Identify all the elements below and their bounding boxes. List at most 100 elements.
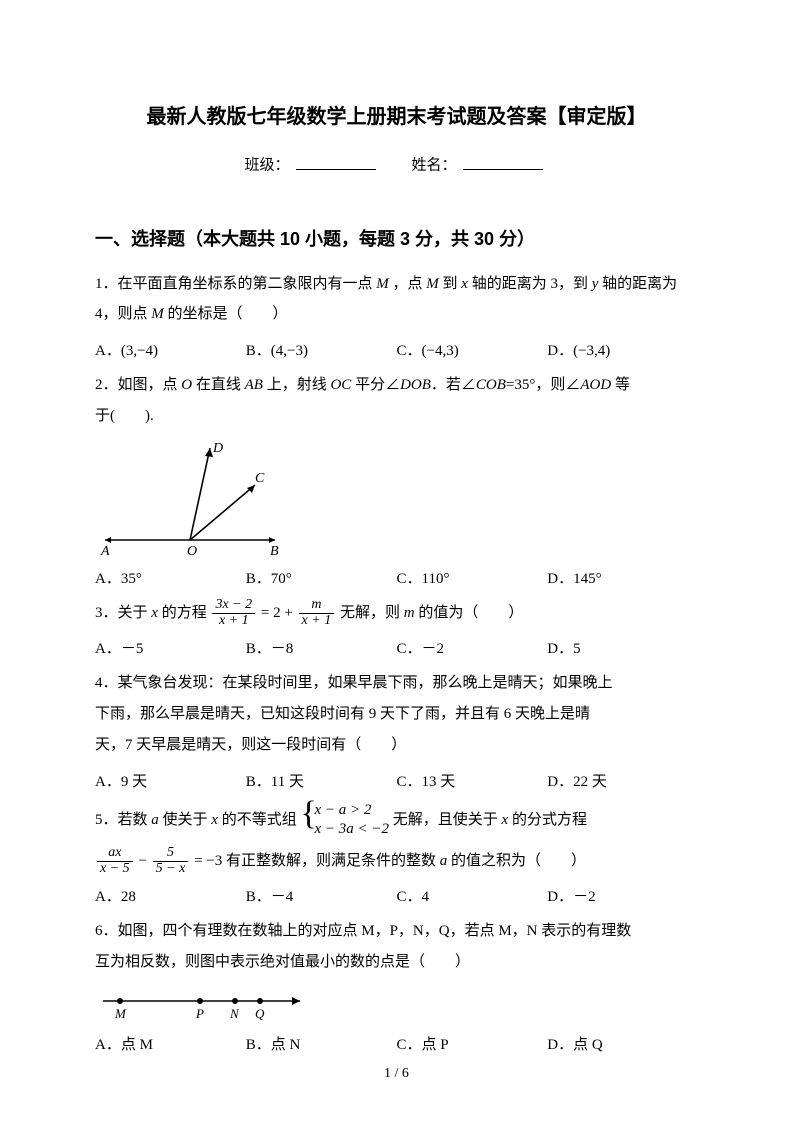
q6-opt-d[interactable]: D．点 Q [547, 1030, 698, 1060]
q2-label-B: B [270, 544, 279, 559]
q3-opt-b[interactable]: B．－8 [246, 634, 397, 664]
q6-label-Q: Q [255, 1006, 265, 1021]
q1-text: 4，则点 [95, 306, 151, 322]
q4-line3: 天，7 天早晨是晴天，则这一段时间有（ ） [95, 737, 406, 753]
q6-line2: 互为相反数，则图中表示绝对值最小的数的点是（ ） [95, 954, 470, 970]
q3-text: 的方程 [158, 605, 211, 621]
q2-opt-a[interactable]: A．35° [95, 564, 246, 594]
doc-title: 最新人教版七年级数学上册期末考试题及答案【审定版】 [95, 100, 698, 129]
page: 最新人教版七年级数学上册期末考试题及答案【审定版】 班级： 姓名： 一、选择题（… [0, 0, 793, 1122]
q5-opt-c[interactable]: C．4 [397, 882, 548, 912]
q5-tail: = −3 有正整数解，则满足条件的整数 [194, 853, 440, 869]
q3-text: 3．关于 [95, 605, 151, 621]
q5-sys-row2: x − 3a < −2 [314, 820, 389, 840]
q2-text: =35°，则∠ [506, 377, 580, 393]
q4-opt-c[interactable]: C．13 天 [397, 767, 548, 797]
q5-text: 无解，且使关于 [393, 811, 502, 827]
class-label: 班级： [244, 158, 289, 174]
question-6: 6．如图，四个有理数在数轴上的对应点 M，P，N，Q，若点 M，N 表示的有理数… [95, 916, 698, 978]
q3-text: 的值为（ ） [415, 605, 524, 621]
q2-text: ．若∠ [431, 377, 476, 393]
q6-opt-a[interactable]: A．点 M [95, 1030, 246, 1060]
question-2: 2．如图，点 O 在直线 AB 上，射线 OC 平分∠DOB．若∠COB=35°… [95, 370, 698, 432]
q3-frac1: 3x − 2x + 1 [212, 598, 255, 628]
q4-line2: 下雨，那么早晨是晴天，已知这段时间有 9 天下了雨，并且有 6 天晚上是晴 [95, 706, 590, 722]
q4-opt-d[interactable]: D．22 天 [547, 767, 698, 797]
q2-opt-d[interactable]: D．145° [547, 564, 698, 594]
q5-tail2: 的值之积为（ ） [447, 853, 586, 869]
q4-line1: 4．某气象台发现：在某段时间里，如果早晨下雨，那么晚上是晴天；如果晚上 [95, 675, 613, 691]
q2-options: A．35° B．70° C．110° D．145° [95, 564, 698, 594]
q2-opt-b[interactable]: B．70° [246, 564, 397, 594]
q2-diagram: A O B C D [95, 440, 698, 560]
class-blank[interactable] [296, 153, 376, 170]
q2-label-D: D [212, 441, 223, 456]
q6-opt-b[interactable]: B．点 N [246, 1030, 397, 1060]
q5-opt-d[interactable]: D．－2 [547, 882, 698, 912]
q1-text: 1．在平面直角坐标系的第二象限内有一点 [95, 276, 376, 292]
q2-text: 等 [611, 377, 630, 393]
q1-opt-d[interactable]: D．(−3,4) [547, 336, 698, 366]
question-4: 4．某气象台发现：在某段时间里，如果早晨下雨，那么晚上是晴天；如果晚上 下雨，那… [95, 668, 698, 760]
q3-frac1-num: 3x − 2 [212, 598, 255, 614]
q5-f1d: x − 5 [97, 862, 133, 877]
q3-frac2-num: m [299, 598, 335, 614]
q1-text: 到 [439, 276, 462, 292]
q6-line1: 6．如图，四个有理数在数轴上的对应点 M，P，N，Q，若点 M，N 表示的有理数 [95, 923, 631, 939]
q6-diagram: M P N Q [95, 986, 698, 1026]
q6-label-N: N [229, 1006, 240, 1021]
question-5: 5．若数 a 使关于 x 的不等式组 x − a > 2 x − 3a < −2… [95, 801, 698, 840]
q1-var-x: x [461, 276, 468, 292]
q3-options: A．－5 B．－8 C．－2 D．5 [95, 634, 698, 664]
q2-text: 于( ). [95, 408, 154, 424]
q2-text: 上，射线 [263, 377, 331, 393]
question-1: 1．在平面直角坐标系的第二象限内有一点 M ，点 M 到 x 轴的距离为 3，到… [95, 269, 698, 331]
q1-text: 轴的距离为 [598, 276, 677, 292]
question-5-line2: axx − 5 − 55 − x = −3 有正整数解，则满足条件的整数 a 的… [95, 846, 698, 877]
q1-var-M: M [376, 276, 389, 292]
q2-var: DOB [400, 377, 431, 393]
q1-text: ，点 [389, 276, 427, 292]
q5-minus: − [138, 853, 150, 869]
q2-var: AB [245, 377, 263, 393]
q3-eq: = 2 + [261, 605, 297, 621]
q1-opt-c[interactable]: C．(−4,3) [397, 336, 548, 366]
q4-opt-a[interactable]: A．9 天 [95, 767, 246, 797]
q3-opt-c[interactable]: C．－2 [397, 634, 548, 664]
q3-frac2: mx + 1 [299, 598, 335, 628]
q5-var: a [151, 811, 159, 827]
q5-text: 5．若数 [95, 811, 151, 827]
q5-text: 的不等式组 [218, 811, 301, 827]
q5-opt-b[interactable]: B．－4 [246, 882, 397, 912]
q4-opt-b[interactable]: B．11 天 [246, 767, 397, 797]
q5-text: 的分式方程 [508, 811, 587, 827]
q2-var: O [181, 377, 192, 393]
q5-f1n: ax [97, 846, 133, 862]
name-label: 姓名： [412, 158, 457, 174]
q2-var: COB [476, 377, 506, 393]
q5-system: x − a > 2 x − 3a < −2 [300, 801, 389, 840]
q1-var-M2: M [426, 276, 439, 292]
q3-opt-a[interactable]: A．－5 [95, 634, 246, 664]
q3-var: x [151, 605, 158, 621]
q5-sys-row1: x − a > 2 [314, 801, 389, 821]
question-3: 3．关于 x 的方程 3x − 2x + 1 = 2 + mx + 1 无解，则… [95, 598, 698, 629]
q1-text: 的坐标是（ ） [164, 306, 288, 322]
q6-opt-c[interactable]: C．点 P [397, 1030, 548, 1060]
q2-label-O: O [187, 544, 197, 559]
q3-frac1-den: x + 1 [212, 614, 255, 629]
q1-opt-a[interactable]: A．(3,−4) [95, 336, 246, 366]
q5-f2d: 5 − x [153, 862, 189, 877]
q1-opt-b[interactable]: B．(4,−3) [246, 336, 397, 366]
q5-opt-a[interactable]: A．28 [95, 882, 246, 912]
name-blank[interactable] [463, 153, 543, 170]
q1-text: 轴的距离为 3，到 [468, 276, 592, 292]
q3-opt-d[interactable]: D．5 [547, 634, 698, 664]
q2-opt-c[interactable]: C．110° [397, 564, 548, 594]
q2-label-C: C [255, 471, 265, 486]
q4-options: A．9 天 B．11 天 C．13 天 D．22 天 [95, 767, 698, 797]
q3-text: 无解，则 [340, 605, 404, 621]
section-1-heading: 一、选择题（本大题共 10 小题，每题 3 分，共 30 分） [95, 225, 698, 251]
meta-line: 班级： 姓名： [95, 153, 698, 175]
q2-var: AOD [580, 377, 611, 393]
